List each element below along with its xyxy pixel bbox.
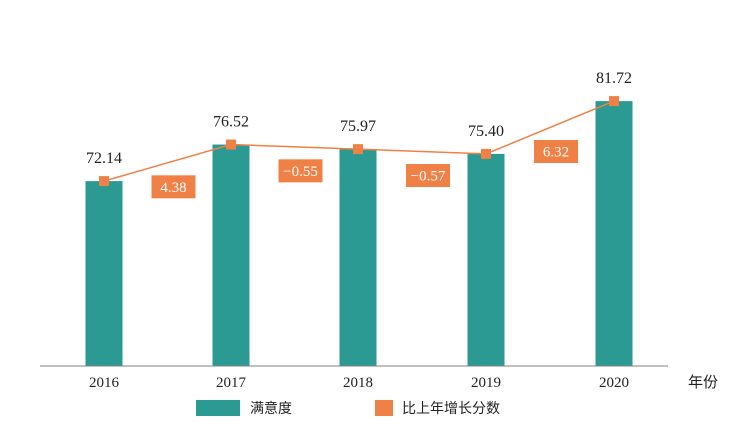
legend-label-bar: 满意度 — [250, 400, 292, 417]
x-tick-label-2018: 2018 — [343, 375, 373, 391]
legend-swatch-line — [375, 400, 393, 416]
change-label-2017: 4.38 — [151, 175, 196, 199]
x-axis-unit-label: 年份 — [688, 373, 718, 391]
bar-value-label-2019: 75.40 — [468, 123, 504, 140]
change-label-text: 4.38 — [160, 180, 186, 196]
legend: 满意度 比上年增长分数 — [196, 400, 500, 417]
bar-2018 — [339, 149, 377, 366]
change-label-box — [278, 159, 323, 183]
bar-value-label-2018: 75.97 — [340, 118, 376, 135]
trend-marker-2018 — [353, 144, 363, 155]
bar-2016 — [85, 181, 123, 366]
trend-marker-2019 — [481, 148, 491, 159]
trend-marker-2020 — [609, 96, 619, 107]
change-label-text: −0.55 — [283, 164, 318, 180]
change-label-2020: 6.32 — [534, 140, 578, 164]
x-tick-label-2020: 2020 — [599, 375, 629, 391]
bar-2017 — [212, 144, 250, 366]
x-tick-label-2016: 2016 — [89, 375, 120, 391]
labels-layer: 72.14 76.52 75.97 75.40 81.72 4.38 −0.55 −0.57 6… — [86, 70, 632, 199]
bar-value-label-2017: 76.52 — [213, 114, 249, 131]
bar-2019 — [467, 153, 505, 366]
change-label-box — [406, 164, 450, 188]
legend-label-line: 比上年增长分数 — [402, 401, 500, 417]
trend-marker-2017 — [226, 139, 236, 150]
x-axis: 年份 2016 2017 2018 2019 2020 — [40, 365, 718, 391]
change-label-text: 6.32 — [543, 145, 569, 161]
x-tick-label-2019: 2019 — [471, 375, 501, 391]
x-tick-label-2017: 2017 — [216, 375, 247, 391]
bar-2020 — [595, 101, 633, 367]
change-label-2018: −0.55 — [278, 159, 323, 183]
bar-value-label-2016: 72.14 — [86, 150, 122, 167]
trend-line-layer — [99, 96, 619, 187]
trend-marker-2016 — [99, 176, 109, 187]
bar-value-label-2020: 81.72 — [596, 70, 632, 87]
legend-swatch-bar — [196, 400, 240, 416]
change-label-2019: −0.57 — [406, 164, 450, 188]
change-label-box — [151, 175, 196, 199]
bars-layer — [85, 101, 633, 367]
change-label-text: −0.57 — [411, 169, 446, 185]
change-label-box — [534, 140, 578, 164]
